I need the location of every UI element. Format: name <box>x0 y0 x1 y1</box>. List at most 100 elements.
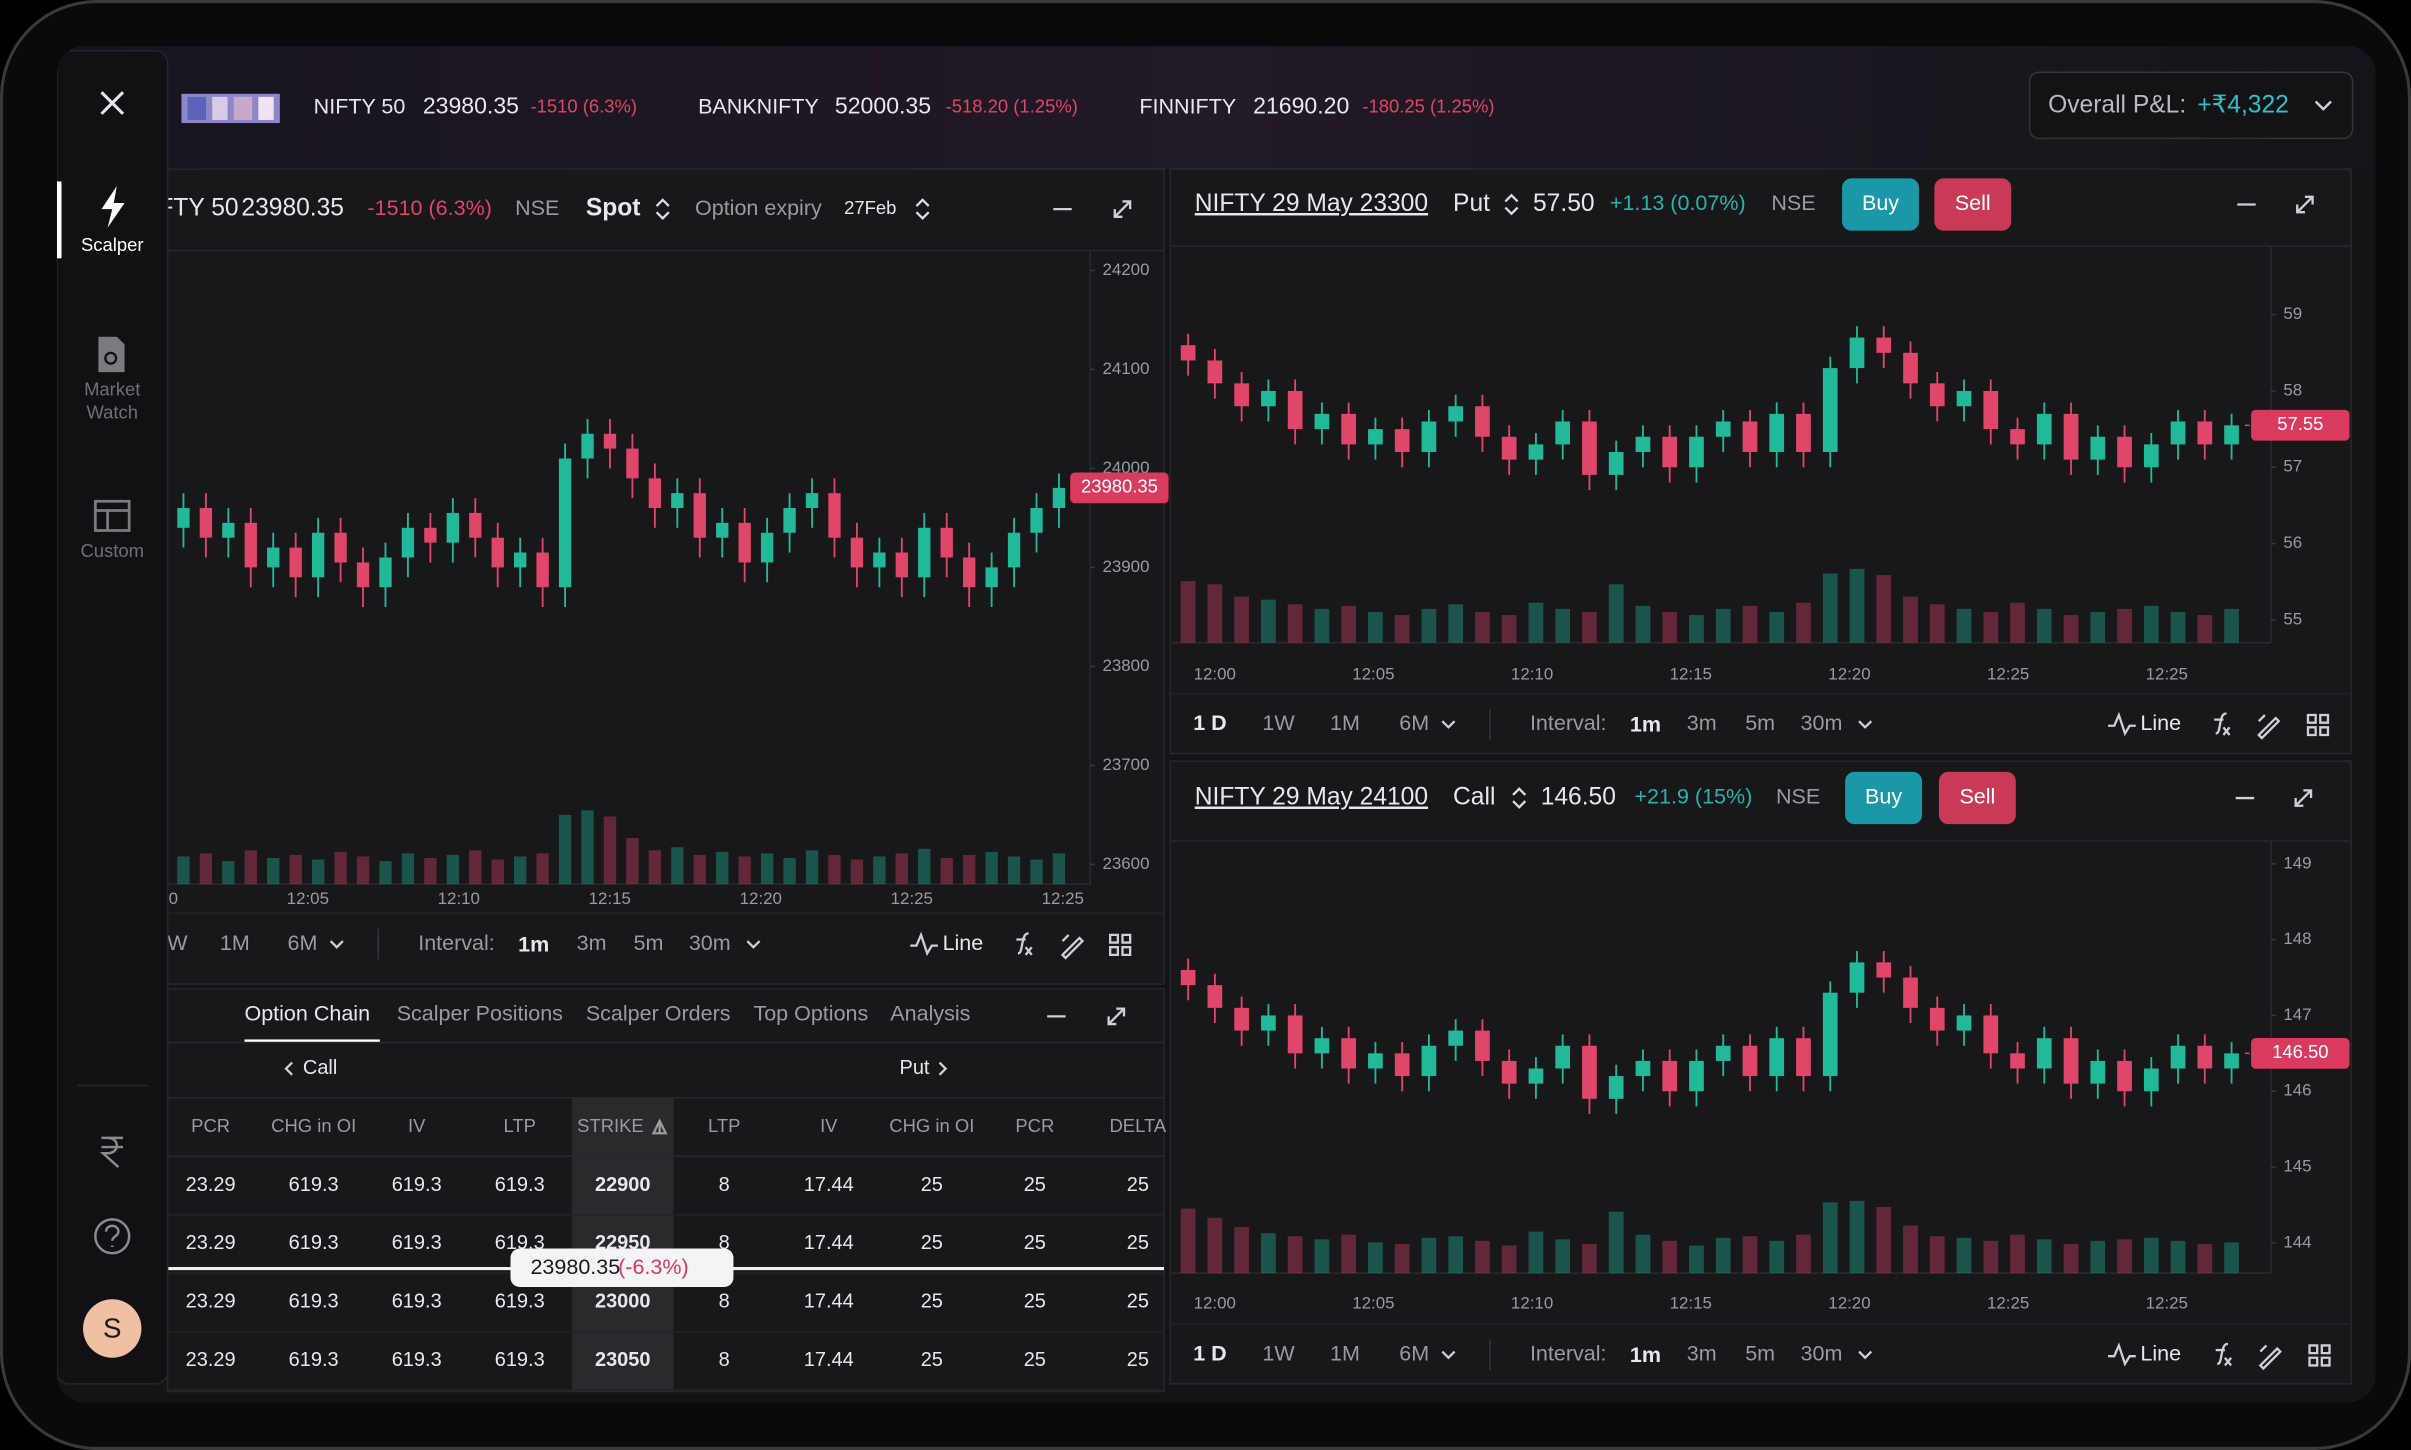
candle-body <box>1903 977 1918 1008</box>
candle-body <box>1608 452 1624 475</box>
funds-icon[interactable] <box>99 1136 124 1168</box>
interval-option[interactable]: 30m <box>1801 711 1843 735</box>
volume-bar <box>962 854 976 885</box>
call-label: Call <box>303 1057 337 1079</box>
custom-icon[interactable] <box>93 499 131 532</box>
interval-option[interactable]: 1m <box>1630 1343 1661 1367</box>
layout-icon[interactable] <box>2308 1344 2331 1367</box>
indicator-icon[interactable] <box>2215 1342 2232 1367</box>
pnl-box[interactable] <box>2028 71 2354 140</box>
nav-label[interactable]: Scalper <box>81 234 144 255</box>
layout-icon[interactable] <box>1109 933 1132 957</box>
volume-bar <box>222 861 235 885</box>
range-option[interactable]: 1M <box>1330 1341 1360 1365</box>
instrument-type[interactable]: Spot <box>586 195 641 222</box>
line-icon[interactable] <box>2108 1342 2136 1367</box>
candle-body <box>1341 413 1357 445</box>
chevron[interactable] <box>1858 1350 1873 1360</box>
indicator-icon[interactable] <box>1016 932 1033 956</box>
interval-option[interactable]: 3m <box>1687 711 1717 735</box>
draw-icon[interactable] <box>1060 934 1085 960</box>
chart-style[interactable]: Line <box>943 931 984 955</box>
nav-label[interactable]: Market <box>84 378 140 399</box>
tab[interactable]: Top Options <box>753 1002 868 1026</box>
buy-button[interactable] <box>1842 178 1919 231</box>
table-cell: 23000 <box>595 1291 651 1313</box>
sell-button[interactable] <box>1934 178 2012 231</box>
help-icon[interactable] <box>94 1218 131 1255</box>
draw-icon[interactable] <box>2258 1344 2282 1371</box>
expiry[interactable]: 27Feb <box>844 197 896 218</box>
tab[interactable]: Scalper Orders <box>586 1002 731 1026</box>
chevron[interactable] <box>1441 1350 1456 1360</box>
line-icon[interactable] <box>910 931 938 957</box>
chart-style[interactable]: Line <box>2140 1341 2181 1365</box>
chevron[interactable] <box>1441 720 1456 729</box>
candle-body <box>1876 962 1892 978</box>
layout-icon[interactable] <box>2306 713 2330 737</box>
instrument-type[interactable]: Call <box>1453 784 1495 811</box>
sell-button[interactable] <box>1938 771 2016 825</box>
sort-icon[interactable] <box>915 198 930 220</box>
chevron[interactable] <box>938 1061 948 1076</box>
expand-icon[interactable] <box>2294 789 2313 807</box>
table-cell: 25 <box>921 1174 943 1196</box>
nav-label[interactable]: Custom <box>80 540 144 561</box>
expand-icon[interactable] <box>1113 200 1132 218</box>
volume-bar <box>895 853 908 885</box>
interval-option[interactable]: 5m <box>634 931 664 955</box>
sort-icon[interactable] <box>1504 193 1519 216</box>
nav-label[interactable]: Watch <box>86 402 138 423</box>
range-option[interactable]: 1M <box>220 931 250 955</box>
line-icon[interactable] <box>2108 711 2136 737</box>
chevron[interactable] <box>329 940 344 949</box>
interval-option[interactable]: 1m <box>1630 712 1661 736</box>
instrument-name[interactable]: NIFTY 29 May 23300 <box>1195 190 1428 217</box>
sort-icon[interactable] <box>655 198 670 220</box>
interval-option[interactable]: 3m <box>577 931 607 955</box>
candle-body <box>1769 1038 1785 1077</box>
interval-option[interactable]: 5m <box>1745 711 1775 735</box>
market-watch-icon[interactable] <box>98 336 125 373</box>
scalper-icon[interactable] <box>101 186 125 228</box>
range-option[interactable]: 6M <box>288 931 318 955</box>
volume-bar <box>1030 859 1043 885</box>
draw-icon[interactable] <box>2257 714 2281 740</box>
expand-icon[interactable] <box>2296 195 2314 214</box>
interval-option[interactable]: 3m <box>1687 1341 1717 1365</box>
interval-option[interactable]: 5m <box>1745 1341 1775 1365</box>
instrument-name[interactable]: NIFTY 29 May 24100 <box>1195 784 1428 811</box>
sort-icon[interactable] <box>651 1118 668 1135</box>
volume-bar <box>738 856 751 885</box>
buy-button[interactable] <box>1845 771 1923 825</box>
tab[interactable]: Analysis <box>890 1002 970 1026</box>
range-option[interactable]: 6M <box>1399 1341 1429 1365</box>
close-icon[interactable] <box>100 91 125 115</box>
expand-icon[interactable] <box>1107 1007 1126 1026</box>
volume-bar <box>2143 605 2159 643</box>
interval-option[interactable]: 30m <box>689 931 731 955</box>
range-option[interactable]: 1W <box>1262 1341 1295 1365</box>
range-option[interactable]: 6M <box>1399 711 1429 735</box>
tab[interactable]: Option Chain <box>244 1002 370 1026</box>
chevron[interactable] <box>746 940 761 949</box>
logo-block <box>212 96 228 120</box>
range-option[interactable]: 1M <box>1330 711 1360 735</box>
interval-option[interactable]: 1m <box>518 932 549 956</box>
interval-option[interactable]: 30m <box>1801 1341 1843 1365</box>
chevron[interactable] <box>1858 720 1873 729</box>
range-option[interactable]: 1 D <box>1193 1341 1226 1365</box>
table-cell: 619.3 <box>495 1174 545 1196</box>
avatar[interactable] <box>83 1299 142 1358</box>
indicator-icon[interactable] <box>2214 712 2231 736</box>
chevron[interactable] <box>284 1061 293 1076</box>
chart-style[interactable]: Line <box>2140 711 2181 735</box>
range-option[interactable]: 1 D <box>1193 711 1226 735</box>
sort-icon[interactable] <box>1512 787 1527 809</box>
volume-bar <box>1007 856 1021 885</box>
logo <box>181 93 280 124</box>
candle-body <box>1052 487 1066 509</box>
tab[interactable]: Scalper Positions <box>397 1002 563 1026</box>
instrument-type[interactable]: Put <box>1453 190 1490 217</box>
range-option[interactable]: 1W <box>1262 711 1295 735</box>
